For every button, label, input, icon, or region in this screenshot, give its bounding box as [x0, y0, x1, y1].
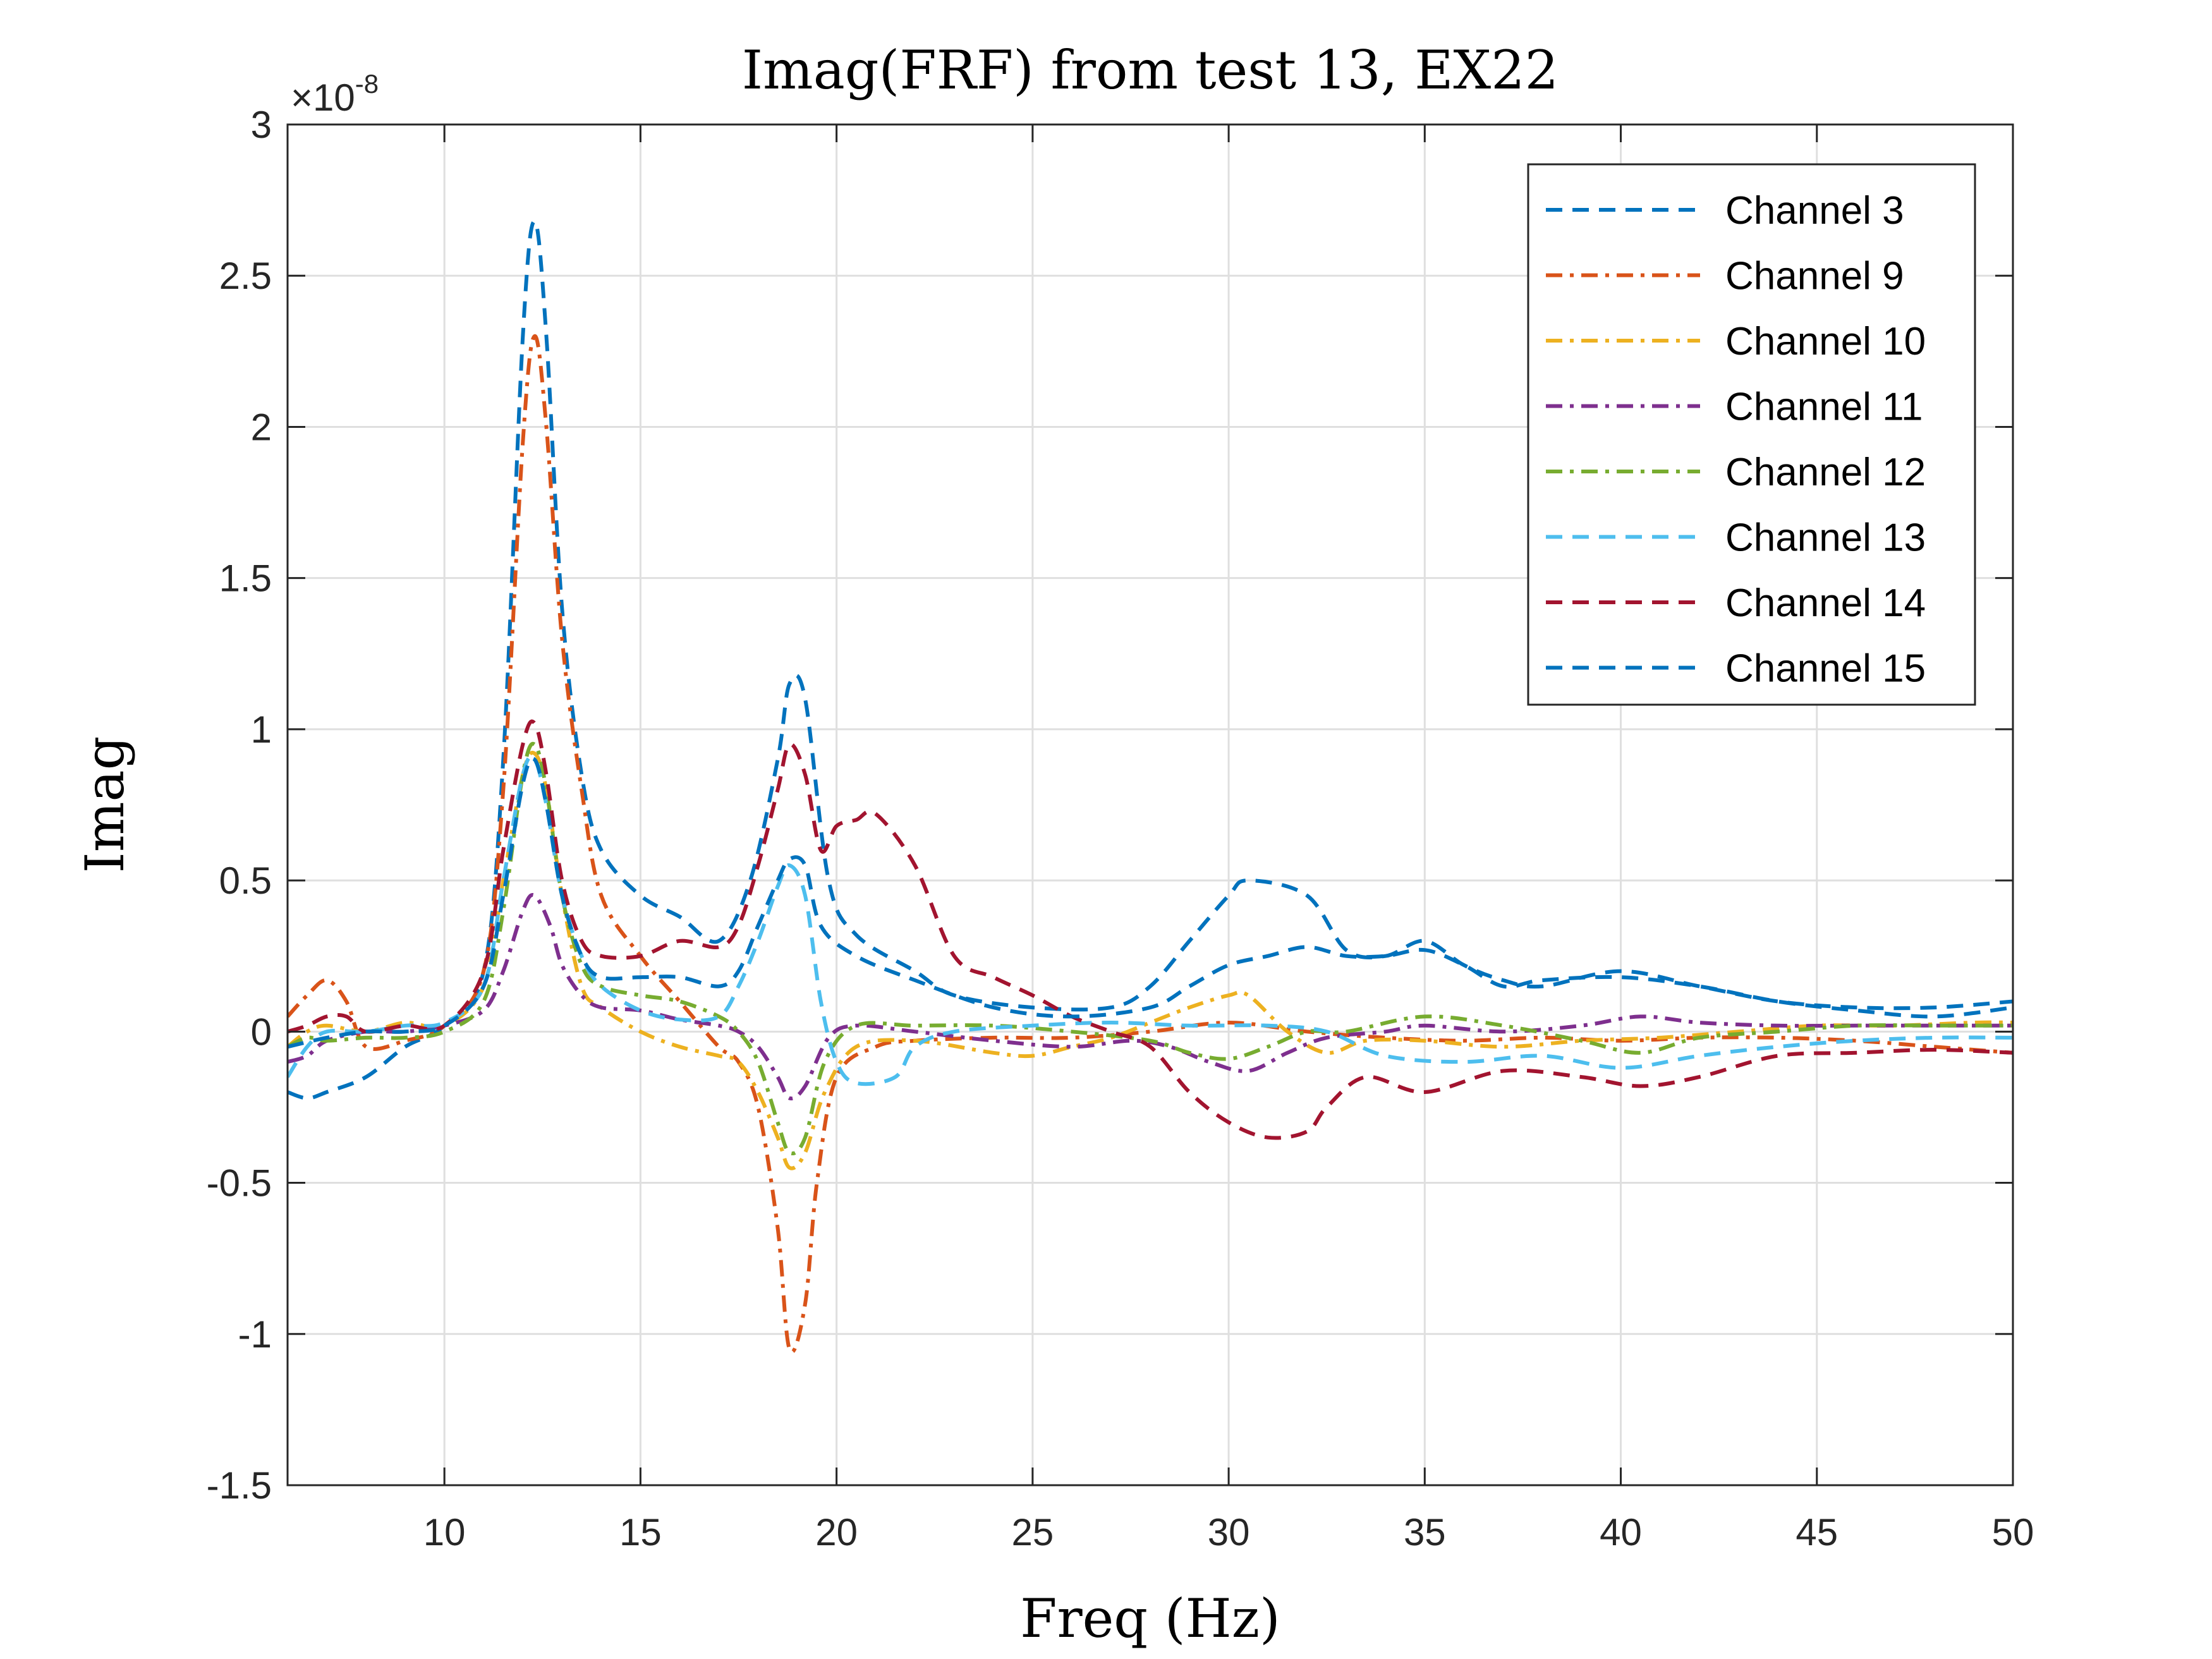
y-exponent: ×10-8: [291, 69, 379, 119]
y-tick-label: 1: [251, 708, 272, 751]
series-line-4: [288, 893, 2013, 1101]
legend-entry: Channel 12: [1725, 451, 1926, 494]
x-tick-label: 50: [1992, 1511, 2034, 1553]
legend-entry: Channel 15: [1725, 647, 1926, 691]
y-tick-label: 2.5: [219, 255, 272, 297]
y-tick-label: -0.5: [207, 1162, 272, 1205]
y-exponent-power: -8: [355, 69, 379, 99]
y-tick-label: -1: [238, 1313, 272, 1356]
legend-entry: Channel 11: [1725, 386, 1923, 429]
legend-entry: Channel 3: [1725, 189, 1904, 233]
y-axis-label: Imag: [74, 736, 136, 873]
y-tick-label: 3: [251, 104, 272, 146]
series-line-2: [288, 334, 2013, 1354]
legend-entry: Channel 9: [1725, 255, 1904, 298]
y-tick-label: 1.5: [219, 557, 272, 600]
x-tick-label: 10: [423, 1511, 466, 1553]
x-axis-label: Freq (Hz): [1020, 1588, 1280, 1650]
series-layer: [288, 219, 2013, 1354]
legend-entry: Channel 10: [1725, 320, 1926, 363]
x-tick-labels: 10 15 20 25 30 35 40 45 50: [423, 1511, 2034, 1553]
x-tick-label: 45: [1796, 1511, 1838, 1553]
y-exponent-base: ×10: [291, 76, 355, 119]
x-tick-label: 15: [619, 1511, 662, 1553]
x-tick-label: 35: [1404, 1511, 1446, 1553]
legend-entry: Channel 14: [1725, 581, 1926, 625]
x-tick-label: 30: [1208, 1511, 1250, 1553]
ticks: [288, 123, 2014, 1486]
y-tick-label: 0.5: [219, 860, 272, 902]
legend: Channel 3 Channel 9 Channel 10 Channel 11 Ch…: [1527, 163, 1976, 706]
y-tick-labels: -1.5 -1 -0.5 0 0.5 1 1.5 2 2.5 3: [207, 104, 272, 1507]
series-line-6: [288, 755, 2013, 1086]
x-tick-label: 40: [1600, 1511, 1642, 1553]
x-tick-label: 20: [815, 1511, 858, 1553]
legend-entry: Channel 13: [1725, 516, 1926, 560]
y-tick-label: 2: [251, 406, 272, 448]
x-tick-label: 25: [1011, 1511, 1054, 1553]
axes-box: [286, 123, 2014, 1486]
chart-title: Imag(FRF) from test 13, EX22: [742, 39, 1559, 101]
y-tick-label: -1.5: [207, 1464, 272, 1507]
y-tick-label: 0: [251, 1011, 272, 1053]
legend-box: [1527, 163, 1976, 706]
